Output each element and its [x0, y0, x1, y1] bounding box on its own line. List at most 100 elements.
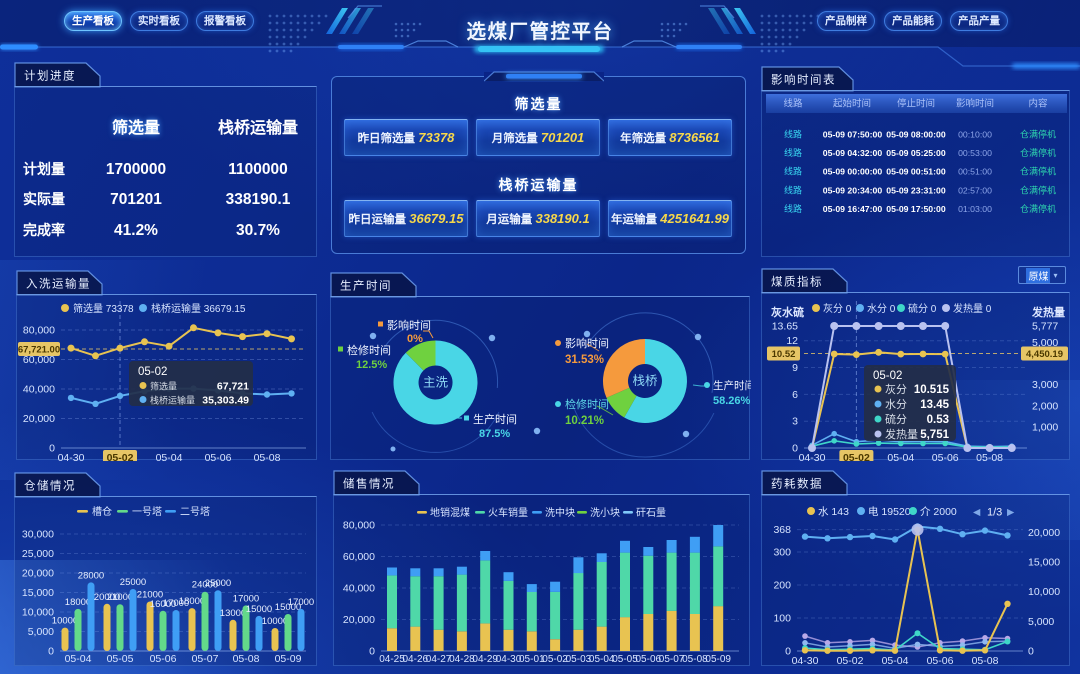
svg-text:15000: 15000: [275, 602, 301, 613]
svg-text:洗中块: 洗中块: [545, 506, 575, 519]
svg-text:17000: 17000: [163, 598, 189, 609]
svg-text:16000: 16000: [150, 599, 176, 610]
svg-text:20000: 20000: [94, 592, 120, 603]
svg-text:04-30: 04-30: [792, 655, 819, 667]
svg-text:15,000: 15,000: [22, 587, 54, 599]
svg-text:15000: 15000: [246, 604, 272, 615]
svg-text:31.53%: 31.53%: [565, 354, 604, 366]
svg-text:25000: 25000: [120, 577, 146, 588]
svg-text:05-09 20:34:00: 05-09 20:34:00: [823, 185, 883, 195]
svg-text:200: 200: [773, 580, 791, 592]
svg-text:▶: ▶: [1007, 507, 1015, 518]
svg-text:01:03:00: 01:03:00: [958, 204, 992, 214]
svg-text:线路: 线路: [784, 129, 802, 140]
svg-text:栈桥运输量: 栈桥运输量: [218, 118, 298, 137]
svg-text:368: 368: [773, 524, 791, 536]
svg-text:100: 100: [773, 613, 791, 625]
svg-text:水 143: 水 143: [818, 506, 849, 518]
svg-text:0: 0: [785, 646, 791, 658]
svg-text:计划进度: 计划进度: [24, 69, 76, 83]
svg-text:05-01: 05-01: [519, 654, 545, 665]
svg-text:0.53: 0.53: [927, 414, 949, 426]
svg-text:6: 6: [792, 389, 798, 401]
svg-text:药耗数据: 药耗数据: [771, 477, 823, 491]
svg-text:储售情况: 储售情况: [343, 477, 395, 491]
svg-text:筛选量 73378: 筛选量 73378: [73, 302, 134, 315]
svg-text:矸石量: 矸石量: [636, 507, 666, 519]
svg-text:04-26: 04-26: [403, 654, 429, 665]
svg-text:5,000: 5,000: [1028, 616, 1054, 628]
svg-text:20,000: 20,000: [1028, 527, 1060, 539]
svg-text:水分 0: 水分 0: [867, 303, 896, 315]
svg-text:检修时间: 检修时间: [347, 343, 391, 357]
svg-text:线路: 线路: [784, 184, 802, 195]
svg-text:05-04: 05-04: [589, 654, 615, 665]
svg-text:40,000: 40,000: [343, 583, 375, 595]
svg-text:05-02: 05-02: [873, 370, 902, 382]
svg-text:05-08: 05-08: [682, 654, 708, 665]
svg-text:00:51:00: 00:51:00: [958, 167, 992, 177]
svg-text:04-30: 04-30: [58, 452, 85, 461]
svg-text:生产时间: 生产时间: [473, 412, 517, 426]
svg-text:05-09 16:47:00: 05-09 16:47:00: [823, 204, 883, 214]
svg-text:701201: 701201: [110, 191, 162, 208]
svg-text:10.52: 10.52: [772, 349, 796, 360]
svg-text:05-02: 05-02: [107, 452, 134, 461]
svg-text:起始时间: 起始时间: [833, 98, 871, 110]
svg-text:5,777: 5,777: [1032, 321, 1058, 333]
svg-text:生产时间: 生产时间: [713, 379, 751, 392]
svg-text:10,000: 10,000: [22, 607, 54, 619]
svg-text:05-05: 05-05: [107, 653, 134, 665]
svg-text:05-03: 05-03: [566, 654, 592, 665]
svg-text:10000: 10000: [52, 616, 78, 627]
svg-text:05-02: 05-02: [138, 366, 167, 378]
svg-text:05-04: 05-04: [882, 655, 909, 667]
svg-text:完成率: 完成率: [23, 222, 65, 238]
svg-text:9: 9: [792, 362, 798, 374]
svg-text:05-07: 05-07: [192, 653, 219, 665]
svg-text:05-09: 05-09: [275, 653, 302, 665]
svg-text:05-09 04:32:00: 05-09 04:32:00: [823, 148, 883, 158]
svg-text:5,000: 5,000: [1032, 337, 1058, 349]
svg-text:05-07: 05-07: [659, 654, 685, 665]
svg-text:35,303.49: 35,303.49: [202, 395, 249, 407]
svg-text:05-04: 05-04: [887, 452, 914, 461]
svg-text:05-09 17:50:00: 05-09 17:50:00: [886, 204, 946, 214]
svg-text:线路: 线路: [784, 166, 802, 177]
svg-text:17000: 17000: [233, 593, 259, 604]
svg-text:05-02: 05-02: [837, 655, 864, 667]
svg-text:05-09 23:31:00: 05-09 23:31:00: [886, 185, 946, 195]
svg-text:1100000: 1100000: [228, 161, 288, 178]
svg-text:00:53:00: 00:53:00: [958, 148, 992, 158]
svg-text:05-09 00:51:00: 05-09 00:51:00: [886, 167, 946, 177]
svg-text:05-09 08:00:00: 05-09 08:00:00: [886, 130, 946, 140]
svg-text:80,000: 80,000: [23, 325, 55, 337]
svg-text:04-25: 04-25: [379, 654, 405, 665]
svg-text:05-08: 05-08: [254, 452, 281, 461]
svg-text:硫分: 硫分: [885, 412, 907, 426]
svg-text:介 2000: 介 2000: [920, 506, 957, 518]
svg-text:影响时间: 影响时间: [565, 337, 609, 350]
svg-text:25000: 25000: [205, 578, 231, 589]
svg-text:58.26%: 58.26%: [713, 395, 751, 407]
svg-text:影响时间: 影响时间: [387, 319, 431, 332]
svg-text:05-09 07:50:00: 05-09 07:50:00: [823, 130, 883, 140]
svg-text:洗小块: 洗小块: [590, 507, 620, 519]
svg-text:实际量: 实际量: [23, 191, 65, 207]
svg-text:一号塔: 一号塔: [132, 505, 162, 518]
svg-text:内容: 内容: [1028, 98, 1048, 110]
svg-text:1,000: 1,000: [1032, 421, 1058, 433]
svg-text:灰分 0: 灰分 0: [823, 302, 852, 315]
svg-text:05-09 00:00:00: 05-09 00:00:00: [823, 167, 883, 177]
svg-text:3,000: 3,000: [1032, 379, 1058, 391]
svg-text:10000: 10000: [262, 616, 288, 627]
svg-text:槽仓: 槽仓: [92, 505, 112, 518]
svg-text:05-05: 05-05: [612, 654, 638, 665]
svg-text:05-02: 05-02: [542, 654, 568, 665]
svg-text:仓满停机: 仓满停机: [1020, 147, 1056, 158]
svg-text:60,000: 60,000: [23, 354, 55, 366]
svg-text:02:57:00: 02:57:00: [958, 185, 992, 195]
svg-text:20,000: 20,000: [23, 413, 55, 425]
svg-text:05-06: 05-06: [636, 654, 662, 665]
svg-text:300: 300: [773, 547, 791, 559]
